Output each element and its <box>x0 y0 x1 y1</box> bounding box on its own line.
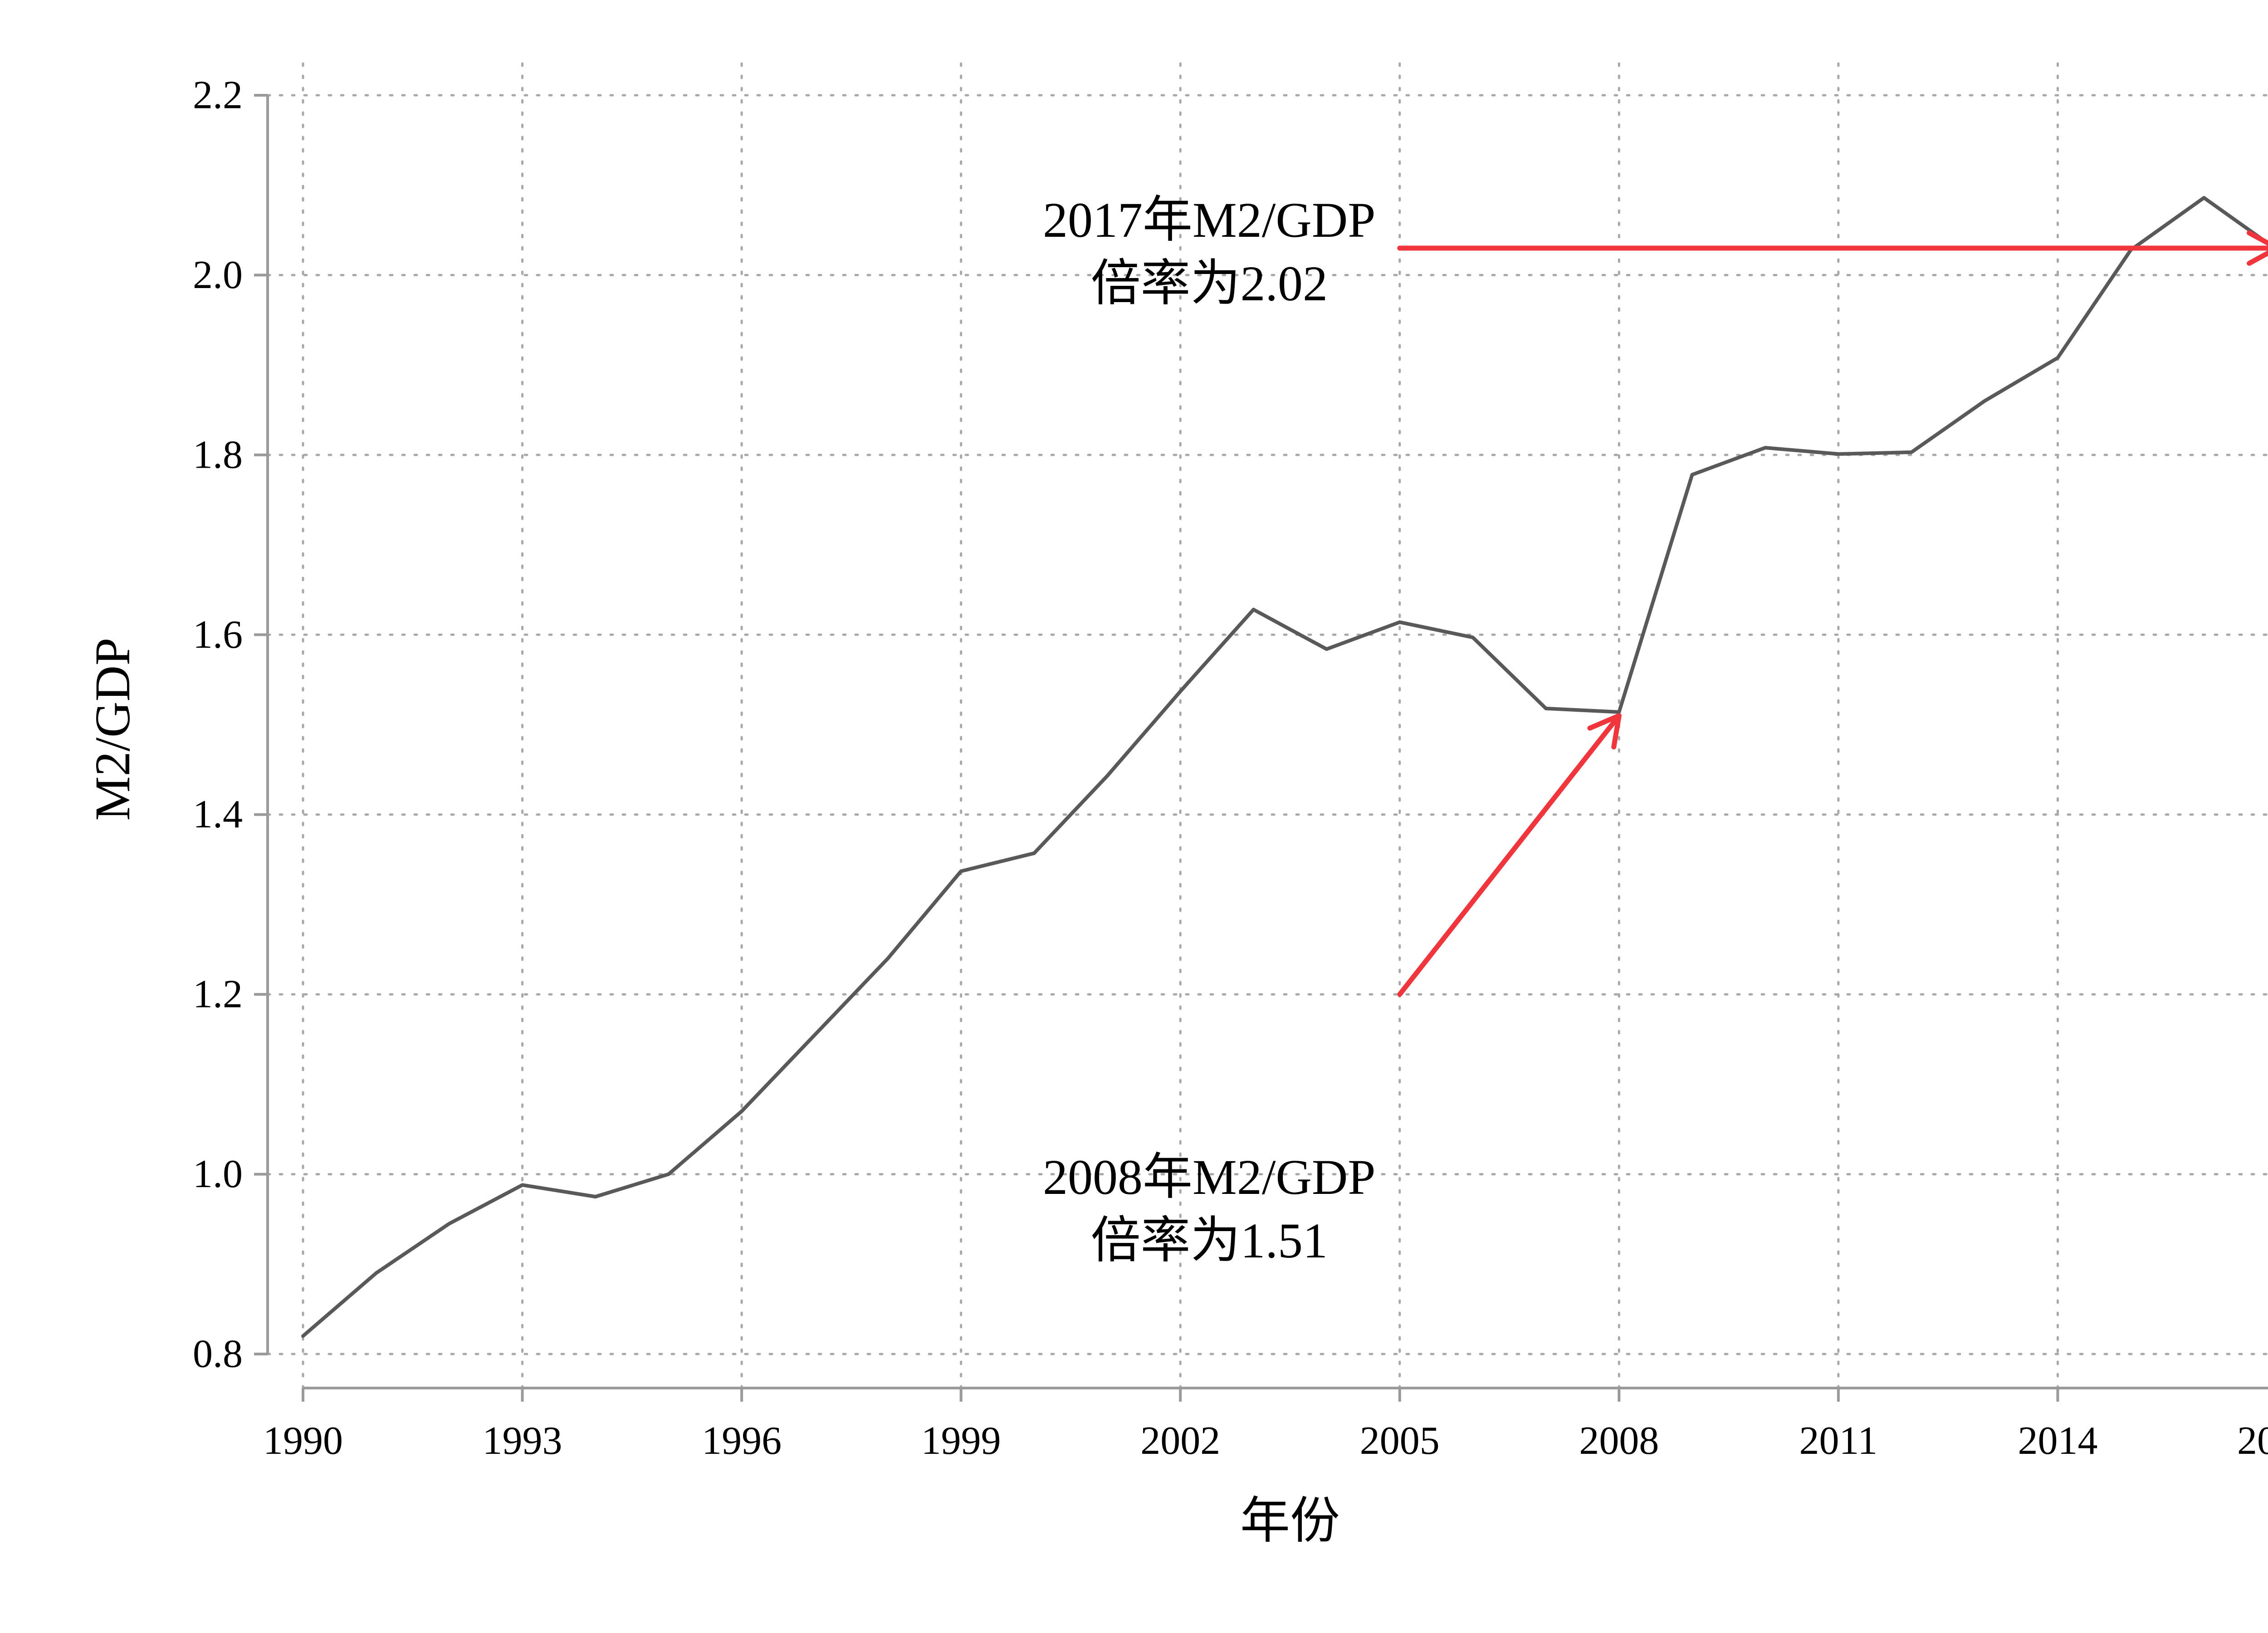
x-tick-label: 2011 <box>1799 1419 1878 1463</box>
x-tick-label: 1993 <box>483 1419 562 1463</box>
series <box>301 196 2268 1338</box>
y-tick-label: 1.0 <box>193 1152 243 1196</box>
y-tick-label: 1.8 <box>193 433 243 477</box>
gridlines <box>266 62 2268 1389</box>
series-line <box>301 196 2268 1338</box>
annotation-text: 2008年M2/GDP <box>1043 1149 1375 1205</box>
annotations: 2017年M2/GDP 倍率为2.02 2008年M2/GDP 倍率为1.51 <box>1043 192 2268 1268</box>
x-tick-label: 2008 <box>1579 1419 1659 1463</box>
x-tick-label: 1999 <box>921 1419 1001 1463</box>
y-tick-label: 0.8 <box>193 1332 243 1376</box>
y-tick-label: 2.2 <box>193 73 243 117</box>
ticks: 0.8 1.0 1.2 1.4 1.6 1.8 2.0 2.2 1990 1993 1996 1999… <box>193 73 2268 1463</box>
x-tick-label: 2005 <box>1360 1419 1440 1463</box>
x-axis-title: 年份 <box>1240 1493 1340 1549</box>
annotation-arrowhead <box>1587 713 1622 750</box>
annotation-arrow-line <box>1397 713 1622 997</box>
axes <box>266 95 2268 1389</box>
annotation-text: 倍率为2.02 <box>1091 256 1328 311</box>
x-tick-label: 2014 <box>2018 1419 2097 1463</box>
x-tick-label: 1996 <box>702 1419 782 1463</box>
y-tick-label: 1.6 <box>193 613 243 657</box>
x-tick-label: 2002 <box>1140 1419 1220 1463</box>
x-tick-label: 2017 <box>2237 1419 2268 1463</box>
annotation-text: 倍率为1.51 <box>1091 1213 1328 1268</box>
y-axis-title: M2/GDP <box>85 638 140 821</box>
y-tick-label: 1.4 <box>193 792 243 836</box>
annotation-arrowhead <box>2247 230 2268 266</box>
x-tick-label: 1990 <box>263 1419 343 1463</box>
y-tick-label: 1.2 <box>193 973 243 1017</box>
y-tick-label: 2.0 <box>193 253 243 297</box>
annotation-text: 2017年M2/GDP <box>1043 192 1375 248</box>
